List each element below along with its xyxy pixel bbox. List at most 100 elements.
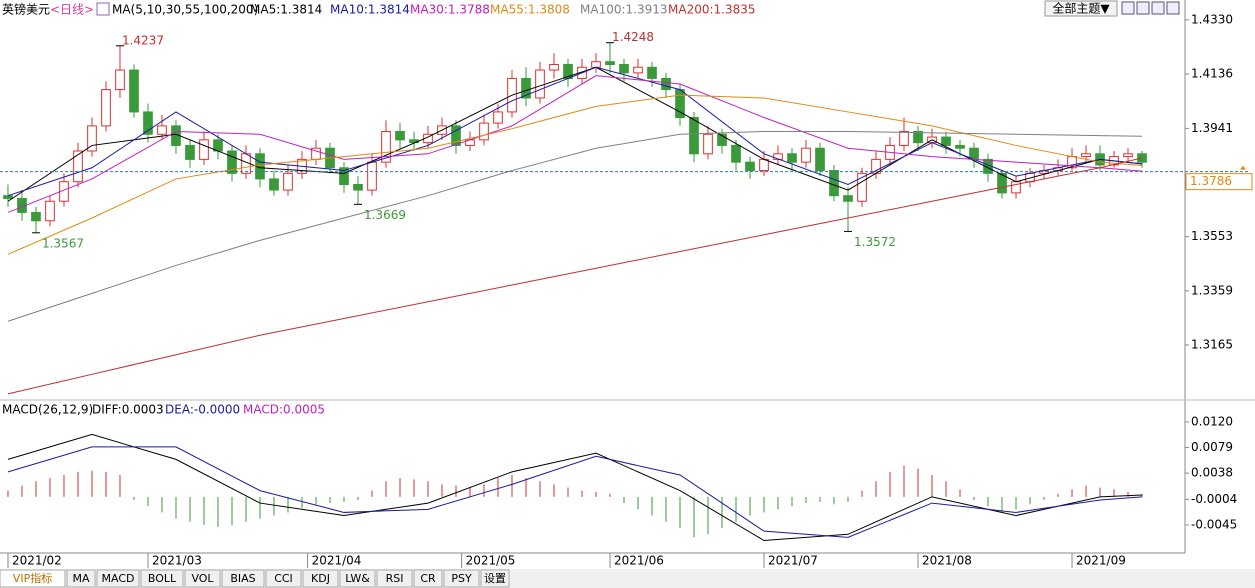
tab-label[interactable]: BOLL [148, 572, 177, 585]
tab-label[interactable]: CR [420, 572, 436, 585]
tab[interactable] [140, 569, 184, 588]
extreme-label: 1.4237 [122, 33, 164, 47]
macd-title: MACD(26,12,9) [2, 403, 93, 417]
x-tick-label: 2021/03 [152, 554, 202, 568]
candle-body [269, 178, 279, 191]
legend-entry: MA10:1.3814 [330, 3, 410, 17]
candle-body [787, 153, 797, 163]
tab[interactable] [96, 569, 140, 588]
tab-label[interactable]: RSI [386, 572, 404, 585]
y-tick-label: 0.0079 [1191, 440, 1233, 454]
candle-body [73, 150, 83, 183]
y-tick-label: 0.0120 [1191, 414, 1233, 428]
candle-body [605, 61, 615, 65]
candle-body [395, 130, 405, 141]
tab[interactable] [221, 569, 265, 588]
y-tick-label: 1.3165 [1191, 338, 1233, 352]
tab[interactable] [413, 569, 443, 588]
candle-body [633, 66, 643, 74]
candle-body [353, 184, 363, 191]
candle-body [591, 61, 601, 68]
candle-body [157, 125, 167, 135]
candle-body [829, 170, 839, 197]
legend-entry: MACD:0.0005 [243, 403, 325, 417]
y-tick-label: -0.0045 [1191, 517, 1237, 531]
tab[interactable] [0, 569, 66, 588]
theme-label[interactable]: 全部主题▼ [1052, 1, 1110, 16]
candle-body [549, 63, 559, 71]
tab-label[interactable]: KDJ [311, 572, 330, 585]
y-tick-label: 1.3941 [1191, 121, 1233, 135]
candle-body [87, 125, 97, 152]
x-tick-label: 2021/09 [1076, 554, 1126, 568]
extreme-label: 1.3567 [42, 236, 84, 250]
last-price-label: 1.3786 [1190, 174, 1232, 188]
tab-label[interactable]: CCI [274, 572, 293, 585]
y-tick-label: 0.0038 [1191, 466, 1233, 480]
ma-line [7, 157, 1143, 395]
candle-body [703, 133, 713, 155]
tab[interactable] [66, 569, 96, 588]
x-tick-label: 2021/04 [312, 554, 362, 568]
candle-body [451, 125, 461, 146]
macd-line [7, 446, 1143, 538]
tab-label[interactable]: VOL [191, 572, 214, 585]
candle-body [31, 211, 41, 222]
ma-line [7, 130, 1143, 322]
legend-entry: MA100:1.3913 [580, 3, 668, 17]
candle-body [857, 172, 867, 202]
legend-entry: MA55:1.3808 [490, 3, 570, 17]
ma-line [7, 66, 1143, 197]
extreme-label: 1.3669 [364, 208, 406, 222]
tab[interactable] [443, 569, 480, 588]
candle-body [815, 147, 825, 172]
tab-label[interactable]: BIAS [230, 572, 255, 585]
last-price-arrow [1240, 165, 1246, 170]
ma-line [7, 75, 1143, 213]
tool-icon[interactable] [1166, 1, 1180, 15]
tab[interactable] [184, 569, 221, 588]
candle-body [1011, 181, 1021, 194]
legend-entry: MA200:1.3835 [668, 3, 756, 17]
candle-body [899, 130, 909, 146]
tab[interactable] [480, 569, 510, 588]
candle-body [185, 144, 195, 160]
candle-body [45, 200, 55, 222]
tab[interactable] [339, 569, 376, 588]
candle-body [535, 69, 545, 99]
y-tick-label: 1.4330 [1191, 12, 1233, 26]
tool-icon[interactable] [1151, 1, 1165, 15]
tab-label[interactable]: LW& [345, 572, 370, 585]
theme-button[interactable] [1044, 0, 1118, 17]
tab-label[interactable]: VIP指标 [13, 571, 52, 585]
extreme-label: 1.4248 [612, 30, 654, 44]
tab-label[interactable]: 设置 [484, 572, 506, 585]
legend-entry: MA5:1.3814 [250, 3, 322, 17]
candle-body [1081, 153, 1091, 158]
candle-body [913, 130, 923, 144]
candle-body [843, 195, 853, 202]
candle-body [689, 117, 699, 155]
x-tick-label: 2021/05 [466, 554, 516, 568]
tab[interactable] [376, 569, 413, 588]
candle-body [619, 63, 629, 74]
tool-icon[interactable] [1121, 1, 1135, 15]
tab[interactable] [265, 569, 302, 588]
y-tick-label: -0.0004 [1191, 492, 1237, 506]
tab-label[interactable]: MACD [102, 572, 135, 585]
x-tick-label: 2021/06 [614, 554, 664, 568]
candle-body [199, 139, 209, 160]
tab[interactable] [302, 569, 339, 588]
period[interactable]: <日线> [50, 3, 94, 17]
tab-label[interactable]: PSY [451, 572, 472, 585]
tool-icon[interactable] [1136, 1, 1150, 15]
candle-body [101, 89, 111, 127]
candle-body [227, 150, 237, 174]
legend-entry: MA30:1.3788 [410, 3, 490, 17]
switch-icon[interactable] [96, 2, 110, 16]
y-tick-label: 1.3553 [1191, 229, 1233, 243]
tab-label[interactable]: MA [72, 572, 89, 585]
y-tick-label: 1.4136 [1191, 66, 1233, 80]
